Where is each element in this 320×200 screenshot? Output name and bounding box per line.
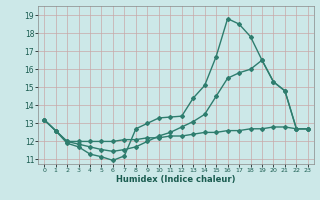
X-axis label: Humidex (Indice chaleur): Humidex (Indice chaleur) (116, 175, 236, 184)
